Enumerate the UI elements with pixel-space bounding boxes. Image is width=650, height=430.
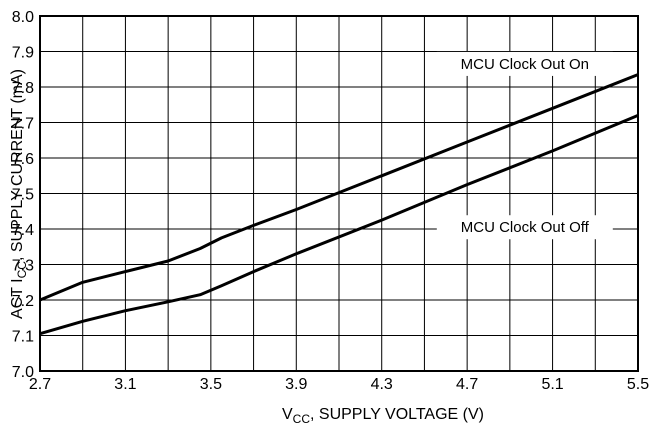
x-tick-label: 2.7 — [29, 376, 51, 393]
series-label-2: MCU Clock Out Off — [461, 219, 590, 236]
series-label-bg — [436, 215, 613, 240]
y-tick-label: 7.7 — [12, 116, 34, 133]
y-tick-label: 7.0 — [12, 364, 34, 381]
x-axis-title: VCC, SUPPLY VOLTAGE (V) — [282, 406, 484, 426]
y-tick-label: 7.5 — [12, 187, 34, 204]
plot-frame — [39, 15, 639, 372]
y-tick-label: 7.1 — [12, 329, 34, 346]
x-tick-label: 3.5 — [200, 376, 222, 393]
y-axis-title-sub: CC — [15, 261, 29, 279]
x-axis-title-rest: , SUPPLY VOLTAGE (V) — [310, 406, 484, 423]
y-axis-title-rest: , SUPPLY CURRENT (mA) — [9, 69, 26, 261]
y-tick-label: 8.0 — [12, 9, 34, 26]
x-tick-label: 5.5 — [627, 376, 649, 393]
x-tick-label: 4.7 — [456, 376, 478, 393]
x-tick-label: 5.1 — [541, 376, 563, 393]
x-tick-label: 3.1 — [114, 376, 136, 393]
series-label-1: MCU Clock Out On — [461, 56, 589, 73]
series-layer — [39, 73, 639, 336]
y-tick-labels: 7.0 7.1 7.2 7.3 7.4 7.5 7.6 7.7 7.8 7.9 8.0 — [12, 9, 34, 381]
x-tick-labels: 2.7 3.1 3.5 3.9 4.3 4.7 5.1 5.5 — [29, 376, 649, 393]
x-axis-title-sub: CC — [293, 412, 311, 426]
x-tick-label: 4.3 — [371, 376, 393, 393]
y-axis-title-main: ACT I — [9, 278, 26, 319]
series-line-2 — [39, 114, 639, 336]
x-tick-label: 3.9 — [285, 376, 307, 393]
series-label-bg — [436, 51, 613, 76]
y-axis-title: ACT ICC, SUPPLY CURRENT (mA) — [9, 69, 29, 319]
y-tick-label: 7.3 — [12, 258, 34, 275]
y-tick-label: 7.9 — [12, 45, 34, 62]
y-tick-label: 7.8 — [12, 80, 34, 97]
x-axis-title-main: V — [282, 406, 293, 423]
series-labels: MCU Clock Out On MCU Clock Out Off — [436, 51, 613, 240]
y-tick-label: 7.2 — [12, 293, 34, 310]
y-tick-label: 7.4 — [12, 222, 34, 239]
series-line-1 — [39, 73, 639, 302]
y-tick-label: 7.6 — [12, 151, 34, 168]
